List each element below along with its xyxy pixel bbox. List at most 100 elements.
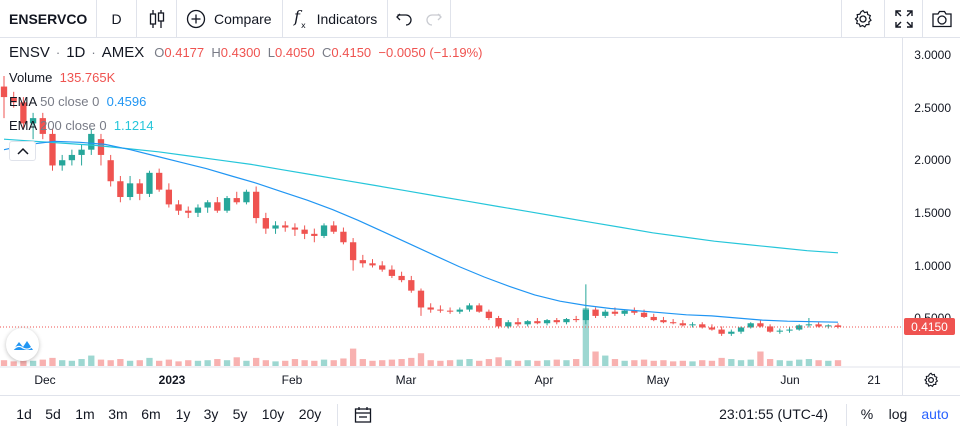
range-5d[interactable]: 5d [45, 406, 61, 422]
volume-bar [262, 360, 269, 366]
price-tick-4: 1.5000 [914, 206, 951, 220]
volume-bar [534, 360, 541, 366]
settings-button[interactable] [841, 0, 884, 38]
undo-icon[interactable] [396, 11, 414, 27]
candle [29, 112, 37, 140]
tradingview-logo[interactable] [6, 328, 39, 361]
candle [534, 318, 541, 325]
candle [0, 76, 8, 119]
volume-bar [340, 358, 347, 366]
candle-body [417, 290, 425, 308]
fullscreen-icon [894, 10, 913, 28]
volume-bar [10, 361, 17, 366]
redo-icon[interactable] [424, 11, 443, 27]
volume-bar [757, 351, 764, 366]
time-tick-21: 21 [867, 373, 881, 387]
volume-bar [747, 359, 754, 366]
compare-button[interactable]: Compare [177, 0, 283, 38]
range-1m[interactable]: 1m [75, 406, 95, 422]
candle-body [204, 202, 211, 208]
separator [337, 404, 338, 426]
candle [660, 316, 667, 324]
legend-ema50[interactable]: EMA 50 close 0 0.4596 [9, 90, 482, 114]
volume-bars [0, 308, 842, 366]
close-label: C [322, 45, 332, 60]
volume-bar [272, 361, 279, 366]
legend-ema200[interactable]: EMA 200 close 0 1.1214 [9, 114, 482, 138]
legend-interval: 1D [66, 44, 86, 61]
low-value: 0.4050 [275, 45, 315, 60]
candle [97, 133, 105, 166]
range-3y[interactable]: 3y [203, 406, 219, 422]
log-scale-toggle[interactable]: log [888, 406, 908, 422]
last-price-badge: 0.4150 [904, 318, 955, 336]
volume-bar [349, 348, 357, 366]
candle-body [505, 322, 512, 327]
candle-body [640, 312, 648, 317]
range-6m[interactable]: 6m [141, 406, 161, 422]
candle [689, 322, 696, 328]
candle-body [252, 191, 260, 219]
candle-body [543, 320, 551, 324]
candle-body [825, 325, 832, 327]
candle-body [136, 183, 143, 194]
price-chart[interactable] [0, 0, 960, 395]
volume-bar [165, 359, 173, 366]
volume-bar [563, 360, 570, 366]
legend-symbol-row: ENSV · 1D · AMEX O0.4177 H0.4300 L0.4050… [9, 44, 482, 66]
volume-bar [825, 360, 832, 366]
candle-body [301, 229, 308, 234]
candle [408, 275, 415, 293]
candle-body [282, 225, 289, 228]
legend-volume[interactable]: Volume 135.765K [9, 66, 482, 90]
calendar-range-icon[interactable] [354, 406, 372, 424]
screenshot-button[interactable] [922, 0, 960, 38]
candle-body [349, 242, 357, 261]
range-1d[interactable]: 1d [16, 406, 32, 422]
volume-bar [39, 359, 46, 366]
percent-scale-toggle[interactable]: % [860, 406, 874, 422]
candlesticks [0, 76, 842, 336]
candle-body [185, 210, 192, 213]
candle-body [379, 265, 386, 270]
axis-settings-button[interactable] [923, 372, 939, 393]
candle-body [650, 316, 657, 321]
ema50-params: 50 close 0 [40, 94, 100, 109]
range-3m[interactable]: 3m [108, 406, 128, 422]
candle [398, 271, 405, 283]
candle-body [805, 324, 813, 326]
clock-timezone[interactable]: 23:01:55 (UTC-4) [719, 406, 828, 422]
candle-body [427, 307, 434, 310]
range-5y[interactable]: 5y [232, 406, 248, 422]
candle-body [534, 321, 541, 324]
candle-body [485, 311, 493, 318]
plus-circle-icon [186, 9, 206, 28]
high-label: H [211, 45, 221, 60]
candle [766, 324, 774, 333]
time-tick-may: May [646, 373, 670, 387]
ema50-label: EMA [9, 94, 37, 109]
symbol-search-button[interactable]: ENSERVCO [0, 0, 97, 38]
candle-body [582, 309, 590, 321]
volume-bar [427, 360, 434, 366]
auto-scale-toggle[interactable]: auto [921, 406, 949, 422]
volume-bar [796, 359, 803, 366]
fullscreen-button[interactable] [884, 0, 922, 38]
range-10y[interactable]: 10y [261, 406, 285, 422]
candle-body [330, 225, 337, 232]
volume-bar [650, 360, 657, 366]
candle [805, 318, 813, 328]
range-1y[interactable]: 1y [175, 406, 191, 422]
candle [340, 227, 347, 245]
interval-label: D [111, 10, 122, 27]
interval-button[interactable]: D [97, 0, 137, 38]
volume-bar [243, 360, 250, 366]
legend-sep-1: · [55, 45, 61, 60]
range-20y[interactable]: 20y [298, 406, 322, 422]
candle-body [340, 231, 347, 243]
volume-bar [388, 359, 396, 366]
candle [446, 307, 454, 314]
chart-type-button[interactable] [137, 0, 177, 38]
legend-collapse-button[interactable] [9, 141, 36, 161]
